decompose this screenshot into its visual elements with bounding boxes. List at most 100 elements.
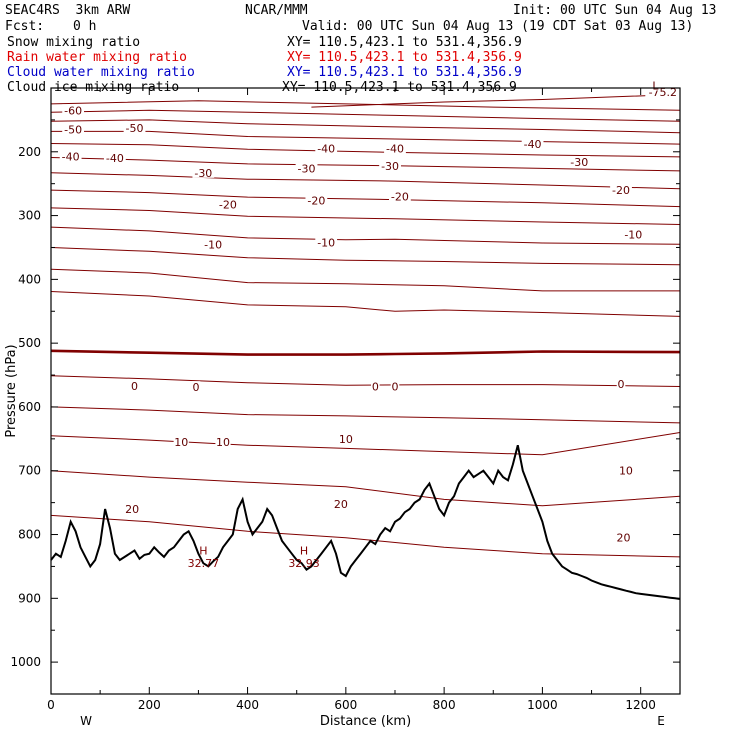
contour-label: 20 bbox=[125, 503, 139, 516]
contour-label-bg bbox=[610, 184, 632, 196]
contour-label: -20 bbox=[391, 190, 409, 203]
x-tick-label: 200 bbox=[138, 698, 161, 712]
contour-label-bg bbox=[568, 155, 591, 167]
contour-label-bg bbox=[615, 531, 632, 543]
isotherm-5 bbox=[50, 375, 681, 387]
contour-label: -40 bbox=[386, 143, 404, 156]
x-tick-label: 400 bbox=[236, 698, 259, 712]
isotherm-m50 bbox=[51, 130, 681, 145]
y-tick-label: 900 bbox=[18, 591, 41, 605]
model-title: SEAC4RS 3km ARW bbox=[5, 3, 131, 18]
contour-label: 10 bbox=[619, 465, 633, 478]
x-tick-label: 600 bbox=[334, 698, 357, 712]
contour-label-bg bbox=[295, 162, 318, 174]
isotherm-m40 bbox=[50, 157, 681, 172]
contour-label: 0 bbox=[372, 381, 379, 394]
contour-label-bg bbox=[333, 497, 349, 509]
contour-label-bg bbox=[521, 138, 544, 150]
contour-label: -40 bbox=[62, 150, 80, 163]
center-title: NCAR/MMM bbox=[245, 3, 308, 18]
y-tick-label: 700 bbox=[18, 464, 41, 478]
contour-label-bg bbox=[62, 123, 85, 135]
contour-label: -50 bbox=[126, 122, 144, 135]
y-tick-label: 500 bbox=[18, 336, 41, 350]
y-tick-label: 800 bbox=[18, 528, 41, 542]
contour-label-bg bbox=[215, 436, 231, 448]
west-label: W bbox=[80, 714, 92, 728]
contour-label: 0 bbox=[192, 381, 199, 394]
x-tick-label: 800 bbox=[433, 698, 456, 712]
field-xy-rain: XY= 110.5,423.1 to 531.4,356.9 bbox=[287, 50, 522, 65]
contour-label-bg bbox=[388, 190, 411, 202]
contour-label: -40 bbox=[106, 152, 124, 165]
contour-label: -10 bbox=[624, 229, 642, 242]
contour-label-bg bbox=[217, 198, 239, 210]
contour-label: -30 bbox=[194, 167, 212, 180]
extremum-label: H bbox=[199, 544, 207, 557]
contour-label-bg bbox=[390, 380, 400, 392]
field-name-rain: Rain water mixing ratio bbox=[7, 50, 188, 65]
contour-label-bg bbox=[124, 503, 140, 515]
field-name-snow: Snow mixing ratio bbox=[7, 35, 141, 50]
contour-label-bg bbox=[618, 464, 634, 476]
isotherm-m75 bbox=[311, 93, 681, 108]
y-tick-label: 1000 bbox=[10, 655, 41, 669]
contour-label: 20 bbox=[616, 532, 630, 545]
contour-label-bg bbox=[191, 381, 201, 393]
contour-label: 10 bbox=[216, 436, 230, 449]
isotherm-10 bbox=[50, 406, 681, 424]
y-axis-label: Pressure (hPa) bbox=[4, 344, 19, 437]
contour-label-bg bbox=[645, 85, 681, 97]
isotherm-m25 bbox=[50, 207, 681, 225]
contour-label: -40 bbox=[317, 143, 335, 156]
contour-label-bg bbox=[173, 436, 189, 448]
contour-label-bg bbox=[103, 152, 126, 164]
isotherm-m20 bbox=[50, 226, 681, 245]
contour-label-bg bbox=[315, 142, 338, 154]
east-label: E bbox=[657, 714, 665, 728]
isotherm-20 bbox=[50, 470, 681, 507]
isotherm-m55 bbox=[50, 119, 681, 134]
contour-label: -40 bbox=[524, 138, 542, 151]
extremum-label: H bbox=[300, 544, 308, 557]
contour-label-bg bbox=[616, 377, 626, 389]
contour-label-bg bbox=[371, 380, 380, 392]
contour-label-bg bbox=[59, 150, 82, 162]
init-time: Init: 00 UTC Sun 04 Aug 13 bbox=[513, 3, 717, 18]
isotherm-m5 bbox=[50, 291, 681, 317]
x-tick-label: 1000 bbox=[527, 698, 558, 712]
contour-label-bg bbox=[622, 228, 645, 240]
contour-label: 20 bbox=[334, 498, 348, 511]
contour-label-bg bbox=[305, 194, 328, 206]
y-tick-label: 400 bbox=[18, 272, 41, 286]
contour-label-bg bbox=[202, 238, 225, 250]
terrain-line bbox=[50, 444, 681, 600]
contour-label: -20 bbox=[219, 199, 237, 212]
contour-label: 0 bbox=[131, 380, 138, 393]
contour-label: 10 bbox=[174, 436, 188, 449]
plot-frame bbox=[50, 87, 681, 695]
isotherm-0 bbox=[50, 349, 681, 356]
contour-label: -30 bbox=[298, 162, 316, 175]
contour-label-bg bbox=[384, 142, 406, 154]
contour-label: -30 bbox=[381, 160, 399, 173]
contour-label: -30 bbox=[570, 156, 588, 169]
contour-label-bg bbox=[192, 166, 215, 178]
isotherm-m10 bbox=[50, 268, 680, 292]
contour-label: -20 bbox=[307, 194, 325, 207]
isotherm-m30 bbox=[50, 189, 681, 208]
contour-label: 0 bbox=[391, 381, 398, 394]
contour-label: L bbox=[652, 79, 659, 92]
field-xy-cloud-water: XY= 110.5,423.1 to 531.4,356.9 bbox=[287, 65, 522, 80]
isotherm-25 bbox=[50, 514, 681, 558]
x-axis-label: Distance (km) bbox=[320, 714, 411, 729]
contour-label: -10 bbox=[204, 238, 222, 251]
x-tick-label: 0 bbox=[47, 698, 55, 712]
extremum-label: 32.93 bbox=[288, 557, 320, 570]
contour-label-bg bbox=[338, 432, 354, 444]
contour-label-bg bbox=[130, 379, 139, 391]
contour-label: -10 bbox=[317, 236, 335, 249]
contour-label-bg bbox=[651, 79, 660, 91]
